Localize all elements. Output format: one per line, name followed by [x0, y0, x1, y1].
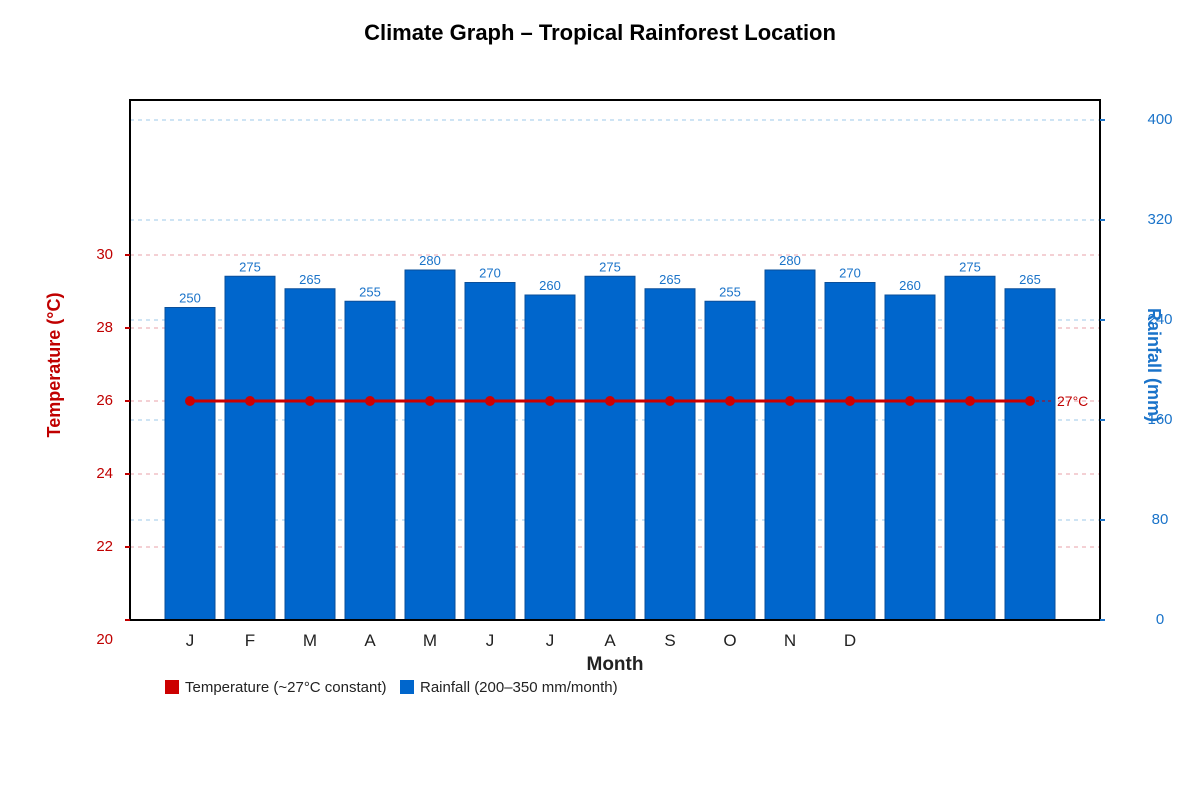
temperature-point: [425, 396, 435, 406]
rainfall-axis: 0 80 160 240 320 400: [1100, 111, 1173, 628]
rainfall-value-label: 255: [719, 284, 741, 299]
rainfall-value-label: 265: [1019, 272, 1041, 287]
month-tick-label: M: [423, 631, 437, 650]
rainfall-value-label: 250: [179, 291, 201, 306]
rainfall-bars: [164, 269, 1056, 621]
y-right-axis-label: Rainfall (mm): [1144, 308, 1164, 422]
month-tick-label: N: [784, 631, 796, 650]
rainfall-value-label: 275: [959, 259, 981, 274]
month-tick-label: J: [486, 631, 495, 650]
temperature-axis: 20 22 24 26 28 30: [96, 246, 130, 648]
rainfall-bar: [344, 300, 396, 621]
legend-temperature-swatch: [165, 680, 179, 694]
month-tick-label: J: [186, 631, 195, 650]
month-tick-label: M: [303, 631, 317, 650]
rainfall-tick-label: 0: [1156, 611, 1164, 628]
rainfall-tick-label: 400: [1147, 111, 1172, 128]
chart-title: Climate Graph – Tropical Rainforest Loca…: [364, 20, 836, 45]
rainfall-bar: [1004, 288, 1056, 621]
rainfall-value-label: 255: [359, 284, 381, 299]
temperature-point: [185, 396, 195, 406]
temperature-point: [245, 396, 255, 406]
rainfall-value-label: 280: [419, 253, 441, 268]
rainfall-value-label: 270: [839, 266, 861, 281]
rainfall-value-label: 280: [779, 253, 801, 268]
temperature-point: [785, 396, 795, 406]
month-tick-label: S: [664, 631, 675, 650]
temperature-point: [845, 396, 855, 406]
temperature-tick-label: 26: [96, 392, 113, 409]
rainfall-bar: [884, 294, 936, 621]
month-tick-label: O: [723, 631, 736, 650]
legend-rainfall-swatch: [400, 680, 414, 694]
temperature-point: [665, 396, 675, 406]
rainfall-bar: [764, 269, 816, 621]
rainfall-bar: [704, 300, 756, 621]
rainfall-tick-label: 240: [1147, 311, 1172, 328]
legend-temperature-label: Temperature (~27°C constant): [185, 679, 387, 696]
temperature-point: [965, 396, 975, 406]
legend: Temperature (~27°C constant) Rainfall (2…: [165, 679, 618, 696]
rainfall-tick-label: 80: [1152, 511, 1169, 528]
temperature-annotation: 27°C: [1057, 393, 1088, 409]
month-tick-label: F: [245, 631, 255, 650]
temperature-tick-label: 22: [96, 538, 113, 555]
temperature-tick-label: 24: [96, 465, 113, 482]
temperature-tick-label: 28: [96, 319, 113, 336]
temperature-point: [485, 396, 495, 406]
temperature-tick-label: 20: [96, 631, 113, 648]
temperature-point: [905, 396, 915, 406]
rainfall-bar: [584, 275, 636, 621]
rainfall-bar: [644, 288, 696, 621]
y-left-axis-label: Temperature (°C): [44, 293, 64, 438]
month-tick-label: A: [364, 631, 376, 650]
temperature-point: [545, 396, 555, 406]
rainfall-bar: [164, 307, 216, 621]
rainfall-value-label: 260: [899, 278, 921, 293]
rainfall-value-label: 275: [239, 259, 261, 274]
temperature-point: [305, 396, 315, 406]
month-tick-label: D: [844, 631, 856, 650]
rainfall-bar: [404, 269, 456, 621]
rainfall-value-label: 265: [299, 272, 321, 287]
month-tick-label: J: [546, 631, 555, 650]
temperature-tick-label: 30: [96, 246, 113, 263]
rainfall-tick-label: 160: [1147, 411, 1172, 428]
plot-frame: [129, 99, 1101, 621]
x-axis-label: Month: [587, 654, 644, 675]
rainfall-value-label: 260: [539, 278, 561, 293]
month-tick-label: A: [604, 631, 616, 650]
rainfall-bar: [464, 282, 516, 621]
temperature-series: 27°C: [185, 393, 1088, 409]
rainfall-value-label: 265: [659, 272, 681, 287]
temperature-point: [365, 396, 375, 406]
rainfall-bar: [284, 288, 336, 621]
rainfall-value-label: 275: [599, 259, 621, 274]
rainfall-bar: [224, 275, 276, 621]
rainfall-value-label: 270: [479, 266, 501, 281]
temperature-point: [725, 396, 735, 406]
temperature-point: [605, 396, 615, 406]
rainfall-bar: [524, 294, 576, 621]
rainfall-bar: [824, 282, 876, 621]
legend-rainfall-label: Rainfall (200–350 mm/month): [420, 679, 618, 696]
rainfall-bar: [944, 275, 996, 621]
rainfall-value-labels: 250 275 265 255 280 270 260 275 265 255 280 270 260 2…: [179, 253, 1041, 306]
rainfall-tick-label: 320: [1147, 211, 1172, 228]
